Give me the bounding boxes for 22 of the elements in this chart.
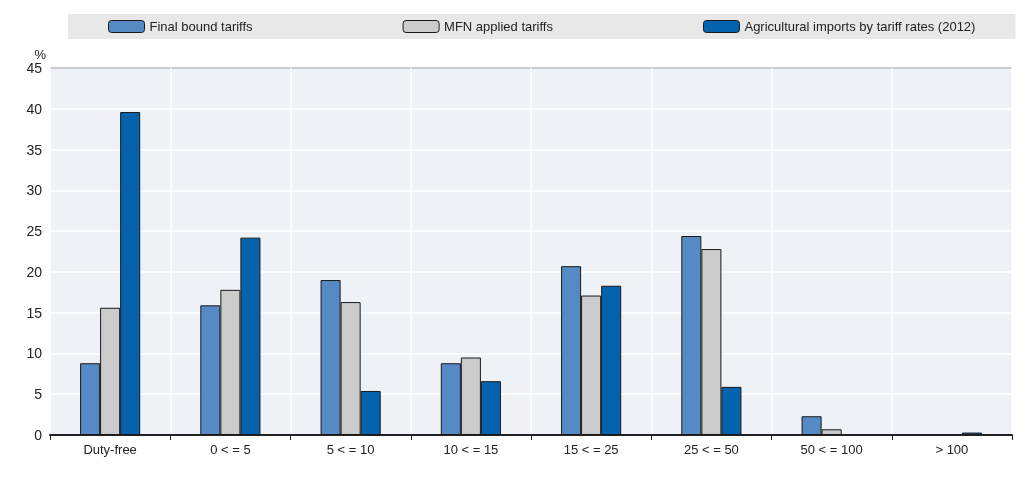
legend-label: Final bound tariffs	[149, 19, 254, 34]
y-tick-label: 25	[26, 223, 43, 240]
y-tick-label: 5	[34, 386, 43, 403]
x-tick-label: 25 < = 50	[683, 442, 739, 457]
x-tick-label: Duty-free	[83, 442, 137, 457]
legend-label: Agricultural imports by tariff rates (2012)	[744, 19, 976, 34]
y-tick-label: 30	[26, 182, 43, 199]
y-tick-label: 40	[26, 100, 43, 117]
y-tick-label: 10	[26, 345, 43, 362]
x-tick-label: > 100	[935, 442, 969, 457]
x-tick-label: 0 < = 5	[210, 442, 251, 457]
y-tick-label: 15	[26, 304, 43, 321]
y-tick-label: 45	[26, 60, 43, 76]
x-tick-label: 5 < = 10	[326, 442, 375, 457]
y-tick-label: 20	[26, 263, 43, 280]
x-tick-label: 10 < = 15	[443, 442, 499, 457]
y-axis-title: %	[34, 47, 47, 63]
y-tick-label: 35	[26, 141, 43, 158]
y-tick-label: 0	[34, 427, 43, 443]
x-tick-label: 50 < = 100	[800, 442, 863, 457]
x-tick-label: 15 < = 25	[563, 442, 619, 457]
legend-label: MFN applied tariffs	[444, 19, 554, 34]
